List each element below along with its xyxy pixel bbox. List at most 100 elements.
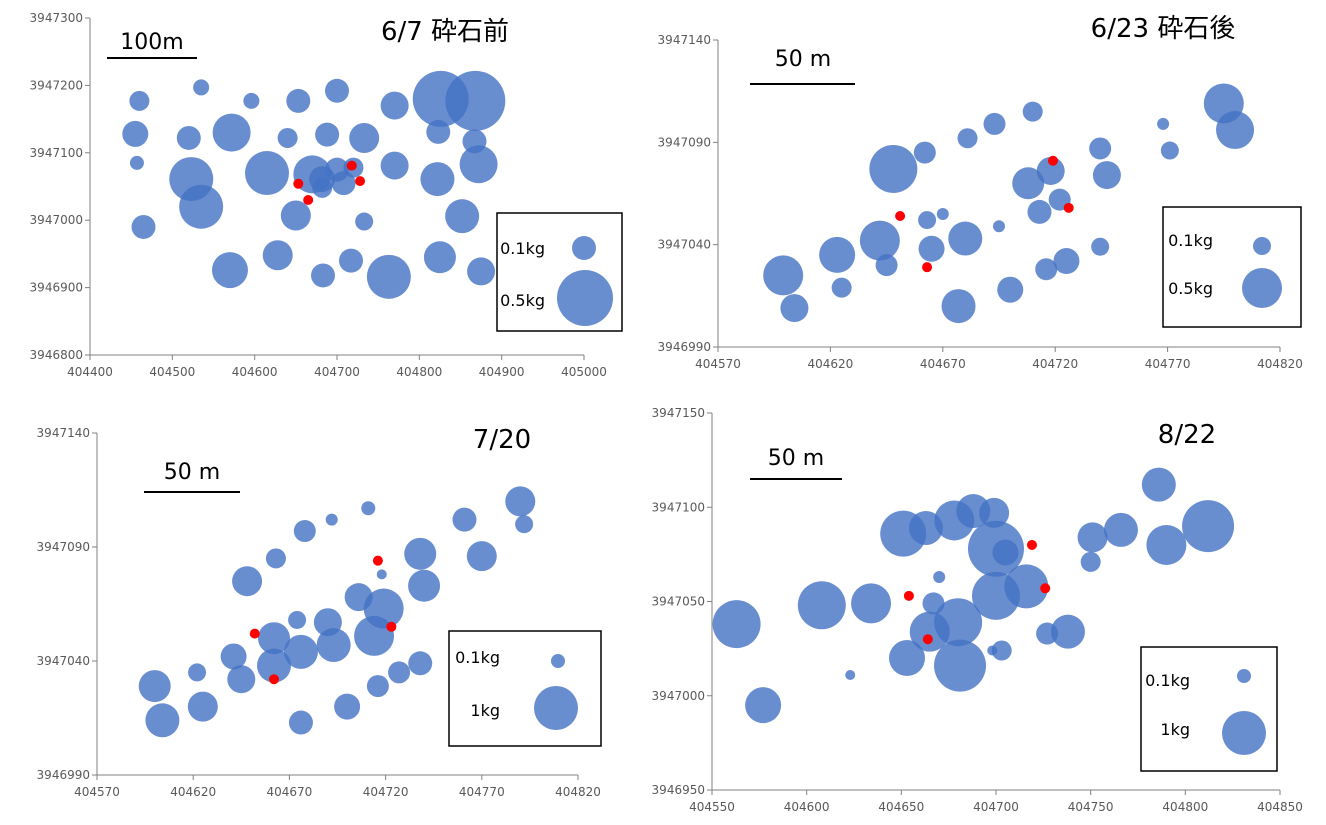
x-tick-label: 404400 (67, 365, 113, 379)
bubble-point (875, 254, 898, 277)
bubble-point (459, 145, 498, 184)
red-point (895, 211, 906, 222)
x-tick-label: 404820 (555, 785, 601, 799)
legend-small-label: 0.1kg (1168, 231, 1213, 250)
y-tick-label: 3946990 (658, 340, 711, 354)
red-point (346, 160, 357, 171)
bubble-point (941, 289, 976, 324)
chart-panel-4: 404550 404600 404650 404700 404750 404800 4048… (652, 406, 1303, 814)
y-tick-label: 3947100 (30, 146, 83, 160)
bubble-point (288, 710, 313, 735)
red-point (293, 178, 304, 189)
y-tick-label: 3946900 (30, 281, 83, 295)
bubble-point (859, 220, 900, 261)
bubble-point (934, 598, 983, 647)
y-tick-label: 3947300 (30, 11, 83, 25)
bubble-point (1012, 167, 1045, 200)
red-point (372, 555, 383, 566)
bubble-point (315, 122, 340, 147)
bubble-point (1182, 500, 1235, 553)
red-point (303, 194, 314, 205)
bubble-point (797, 581, 846, 630)
bubble-point (957, 128, 978, 149)
bubble-point (1077, 522, 1108, 553)
bubble-point (129, 155, 144, 170)
y-tick-label: 3947090 (37, 540, 90, 554)
x-tick-label: 404570 (74, 785, 120, 799)
x-tick-label: 404620 (807, 357, 853, 371)
red-point (1063, 202, 1074, 213)
bubble-point (1027, 199, 1052, 224)
legend: 0.1kg 0.5kg (1162, 206, 1302, 328)
chart-title: 7/20 (473, 425, 531, 455)
bubble-point (380, 91, 409, 120)
bubble-point (913, 141, 936, 164)
bubble-point (212, 113, 251, 152)
bubble-point (138, 670, 171, 703)
bubble-point (220, 643, 247, 670)
bubble-point (1089, 137, 1112, 160)
bubble-point (122, 120, 149, 147)
legend-small-label: 0.1kg (455, 648, 500, 667)
bubble-point (325, 513, 338, 526)
legend-small-bubble (551, 654, 565, 668)
bubble-point (187, 691, 218, 722)
bubble-point (388, 661, 411, 684)
bubble-point (763, 255, 804, 296)
legend: 0.1kg 1kg (1140, 646, 1278, 772)
legend-large-bubble (1222, 711, 1266, 755)
chart-panel-1: 404400 404500 404600 404700 404800 404900 4050… (30, 11, 623, 379)
x-tick-label: 404500 (149, 365, 195, 379)
bubble-point (286, 88, 311, 113)
x-tick-label: 404800 (396, 365, 442, 379)
bubble-point (1103, 512, 1138, 547)
bubble-point (934, 639, 987, 692)
x-tick-label: 404700 (973, 800, 1019, 814)
bubble-point (992, 539, 1019, 566)
red-point (903, 590, 914, 601)
bubble-point (1053, 248, 1080, 275)
bubble-point (1092, 161, 1121, 190)
bubble-point (245, 151, 290, 196)
x-tick-label: 404720 (363, 785, 409, 799)
bubble-point (179, 184, 224, 229)
bubble-point (819, 236, 856, 273)
bubble-point (423, 241, 456, 274)
scale-bar-label: 100m (120, 30, 183, 55)
bubble-point (288, 610, 307, 629)
bubble-point (515, 515, 534, 534)
bubble-point (918, 211, 937, 230)
x-tick-label: 404820 (1257, 357, 1303, 371)
scale-bar-label: 50 m (775, 47, 831, 72)
red-point (1026, 539, 1037, 550)
bubble-point (1022, 101, 1043, 122)
legend-small-bubble (1253, 237, 1271, 255)
red-point (269, 674, 280, 685)
x-tick-label: 404900 (479, 365, 525, 379)
bubble-point (366, 675, 389, 698)
bubble-point (467, 257, 496, 286)
legend-small-bubble (1237, 669, 1251, 683)
legend-large-bubble (1242, 268, 1282, 308)
bubble-point (997, 276, 1024, 303)
bubble-point (145, 703, 180, 738)
chart-title: 8/22 (1158, 420, 1216, 450)
x-tick-label: 404600 (784, 800, 830, 814)
bubble-point (452, 507, 477, 532)
bubble-point (265, 548, 286, 569)
bubble-point (338, 248, 363, 273)
bubble-point (948, 221, 983, 256)
bubble-point (851, 583, 892, 624)
legend-box (1162, 206, 1302, 328)
bubble-point (1036, 156, 1065, 185)
bubble-point (311, 263, 336, 288)
bubble-point (193, 79, 210, 96)
x-tick-label: 404600 (232, 365, 278, 379)
bubble-point (1146, 524, 1187, 565)
x-tick-label: 404670 (266, 785, 312, 799)
x-tick-label: 404570 (695, 357, 741, 371)
y-tick-label: 3947040 (658, 238, 711, 252)
legend-box (448, 630, 602, 747)
y-tick-label: 3946800 (30, 348, 83, 362)
